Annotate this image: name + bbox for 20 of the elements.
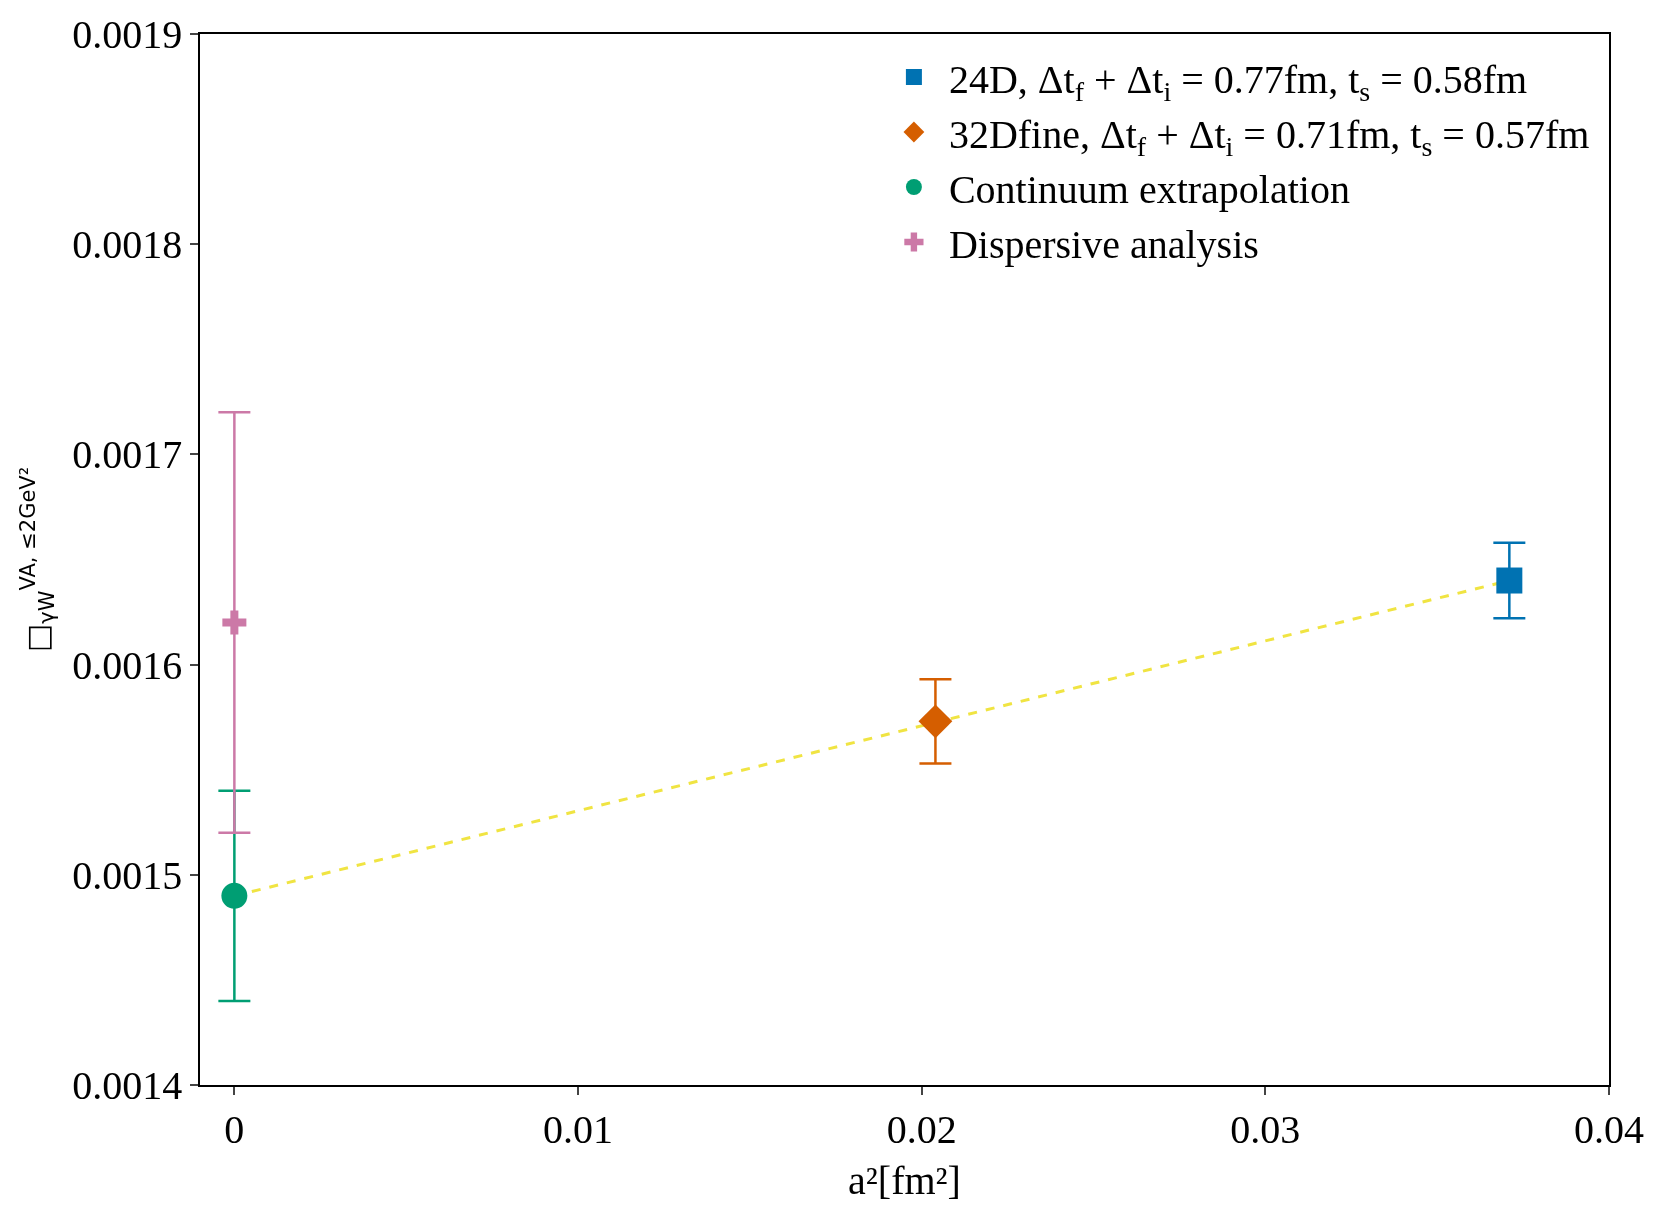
x-tick-label: 0.03: [1230, 1106, 1301, 1152]
point: [222, 610, 247, 635]
y-tick-label: 0.0018: [72, 222, 183, 268]
legend-label: Continuum extrapolation: [948, 166, 1350, 212]
x-tick-label: 0.02: [886, 1106, 957, 1152]
x-tick-label: 0.04: [1574, 1106, 1644, 1152]
legend-label: 32Dfine, Δt$_{f}$ + Δt$_{i}$ = 0.71fm, t$_{s}$ = 0.57fm: [948, 111, 1590, 163]
point: [221, 882, 248, 909]
y-tick-label: 0.0016: [72, 642, 183, 688]
y-tick-label: 0.0017: [72, 432, 183, 478]
y-tick-label: 0.0014: [72, 1063, 183, 1108]
y-tick-label: 0.0019: [72, 12, 183, 57]
y-tick-label: 0.0015: [72, 852, 183, 898]
point: [918, 704, 953, 739]
x-tick-label: 0: [224, 1106, 245, 1152]
legend-label: Dispersive analysis: [948, 221, 1259, 267]
point: [1496, 567, 1523, 594]
legend-label: 24D, Δt$_{f}$ + Δt$_{i}$ = 0.77fm, t$_{s}$ = 0.58fm: [948, 56, 1528, 108]
x-tick-label: 0.01: [543, 1106, 614, 1152]
x-axis-title: a²[fm²]: [848, 1157, 961, 1203]
